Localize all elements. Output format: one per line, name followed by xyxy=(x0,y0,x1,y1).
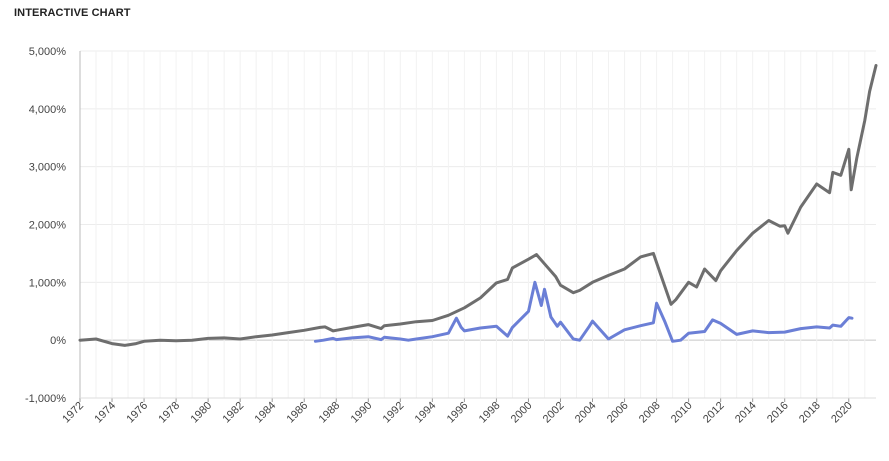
x-tick-label: 2004 xyxy=(573,400,599,426)
x-tick-label: 2010 xyxy=(669,400,695,426)
y-tick-label: 5,000% xyxy=(29,46,67,58)
x-tick-label: 1988 xyxy=(317,400,343,426)
x-tick-label: 1990 xyxy=(349,400,375,426)
x-tick-label: 2014 xyxy=(733,400,759,426)
x-tick-label: 2006 xyxy=(605,400,631,426)
x-tick-label: 2000 xyxy=(509,400,535,426)
x-tick-label: 1998 xyxy=(477,400,503,426)
y-tick-label: 4,000% xyxy=(29,104,67,116)
x-tick-label: 1996 xyxy=(445,400,471,426)
x-tick-label: 2002 xyxy=(541,400,567,426)
y-axis: 5,000% 4,000% 3,000% 2,000% 1,000% 0% -1,000% xyxy=(25,46,81,405)
x-tick-label: 1980 xyxy=(188,400,214,426)
y-tick-label: 3,000% xyxy=(29,162,67,174)
chart-grid xyxy=(79,50,876,399)
x-tick-label: 1994 xyxy=(413,400,439,426)
x-tick-label: 2008 xyxy=(637,400,663,426)
series-line-1 xyxy=(78,64,878,347)
y-tick-label: -1,000% xyxy=(25,393,66,405)
y-tick-label: 2,000% xyxy=(29,220,67,232)
x-tick-label: 2018 xyxy=(797,400,823,426)
x-tick-label: 2020 xyxy=(829,400,855,426)
x-tick-label: 2012 xyxy=(701,400,727,426)
x-tick-label: 1992 xyxy=(381,400,407,426)
x-tick-label: 1974 xyxy=(92,400,118,426)
x-tick-label: 2016 xyxy=(765,400,791,426)
y-tick-label: 0% xyxy=(50,335,66,347)
page-title: INTERACTIVE CHART xyxy=(14,7,131,19)
x-tick-label: 1984 xyxy=(253,400,279,426)
x-tick-label: 1978 xyxy=(156,400,182,426)
x-axis: 1972 1974 1976 1978 1980 1982 1984 1986 1988 1990… xyxy=(60,397,876,426)
x-tick-label: 1986 xyxy=(285,400,311,426)
y-tick-label: 1,000% xyxy=(29,277,67,289)
x-tick-label: 1982 xyxy=(220,400,246,426)
series-line-2 xyxy=(313,280,854,343)
chart-series xyxy=(78,64,878,347)
x-tick-label: 1976 xyxy=(124,400,150,426)
